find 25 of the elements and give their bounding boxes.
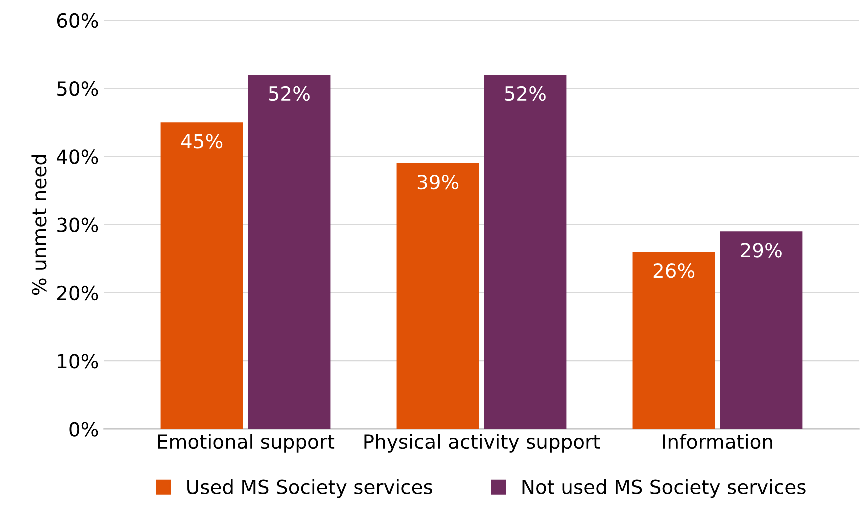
- y-tick-label: 10%: [58, 354, 98, 369]
- bar: [484, 74, 567, 430]
- y-tick-label: 60%: [57, 13, 98, 28]
- y-tick-label: 0%: [70, 422, 98, 437]
- bar: [720, 232, 803, 430]
- data-label: 29%: [741, 243, 782, 258]
- data-label: 26%: [654, 264, 695, 278]
- data-label: 39%: [418, 174, 459, 190]
- bar: [160, 122, 244, 430]
- legend-label: Not used MS Society services: [522, 479, 806, 498]
- x-tick-label: Physical activity support: [364, 434, 600, 453]
- x-tick-label: Emotional support: [158, 434, 335, 453]
- y-tick-label: 30%: [58, 218, 98, 233]
- bar: [248, 74, 331, 430]
- bar: [396, 164, 480, 430]
- y-axis-title: % unmet need: [32, 155, 47, 296]
- bar: [632, 252, 716, 430]
- y-tick-label: 40%: [57, 150, 98, 164]
- data-label: 45%: [181, 134, 223, 149]
- x-tick-label: Information: [663, 434, 772, 450]
- data-label: 52%: [505, 86, 546, 102]
- legend-label: Used MS Society services: [188, 479, 432, 498]
- y-tick-label: 50%: [58, 82, 98, 96]
- y-tick-label: 20%: [58, 286, 98, 301]
- data-label: 52%: [269, 86, 310, 102]
